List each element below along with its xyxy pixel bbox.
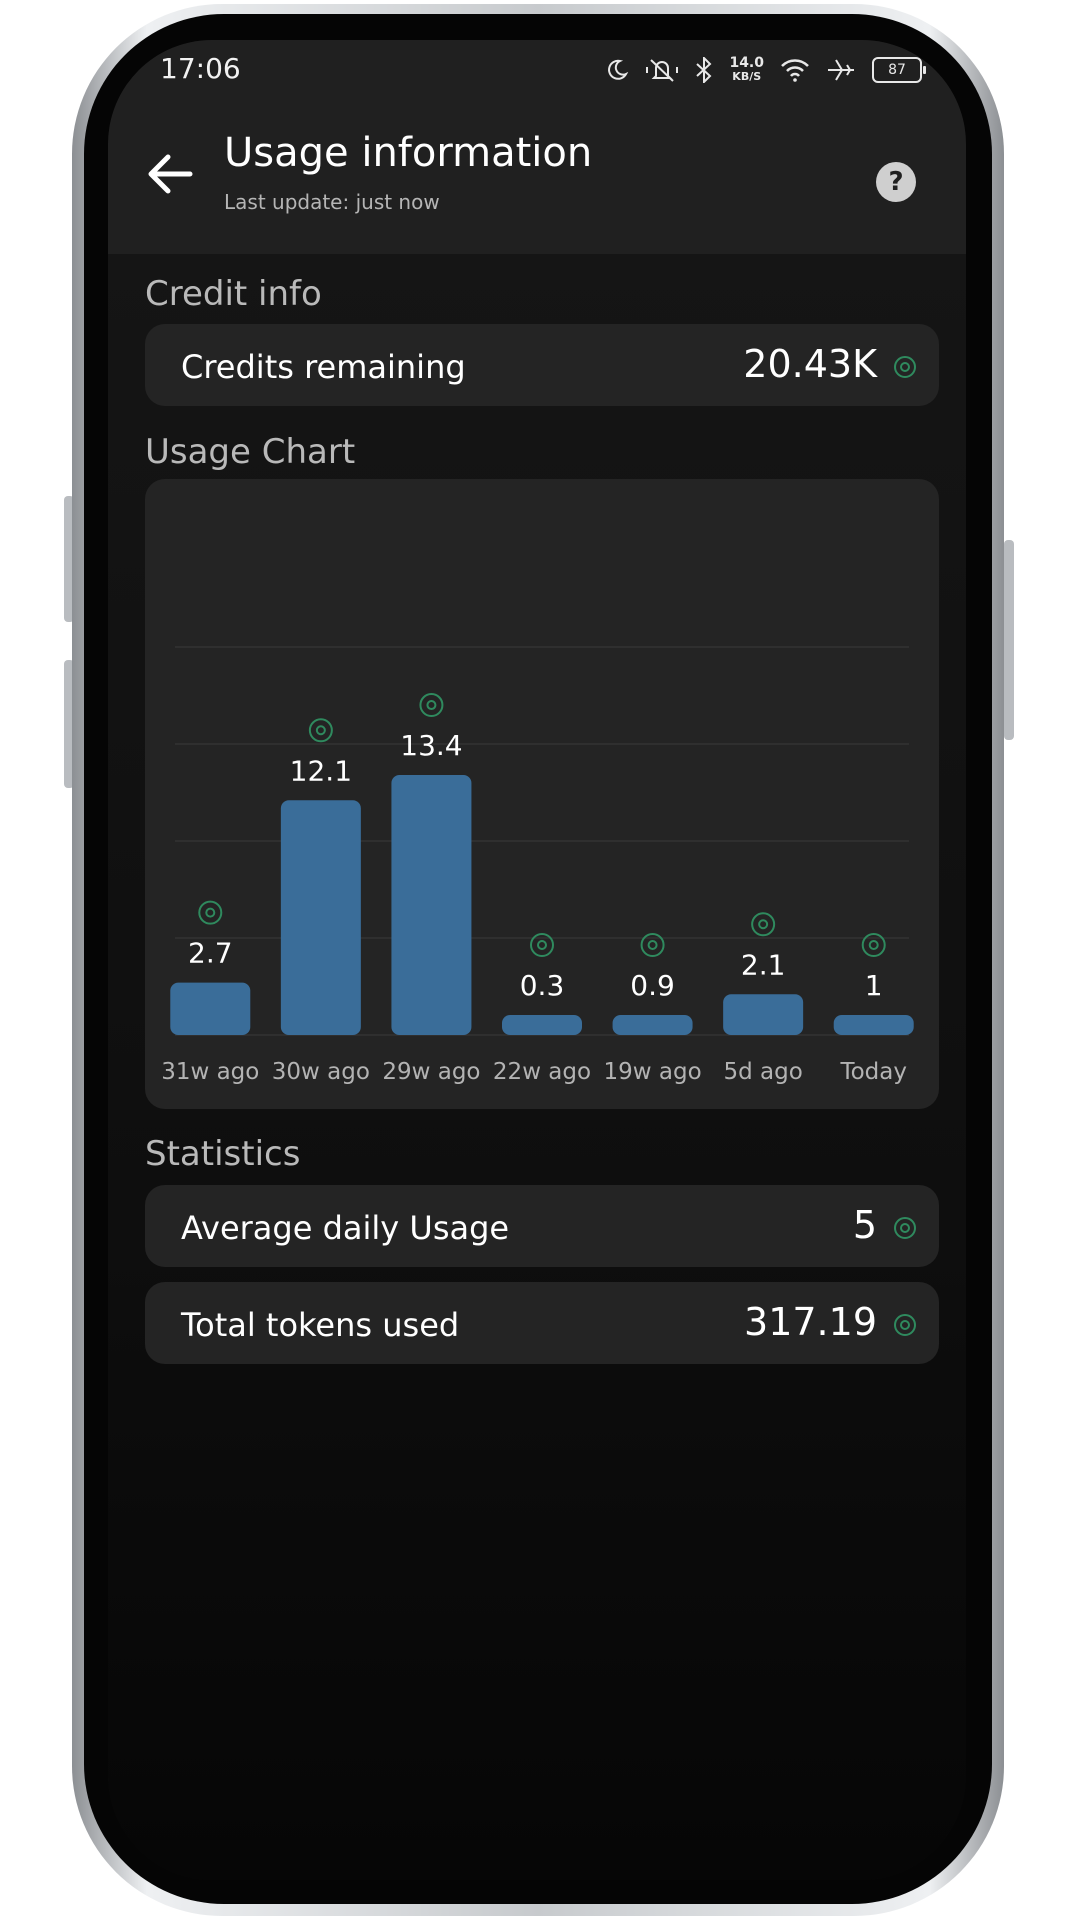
chart-bar[interactable] (833, 1015, 914, 1035)
chart-bar[interactable] (170, 982, 251, 1035)
moon-icon (608, 59, 629, 80)
chart-bar[interactable] (723, 994, 804, 1035)
credit-info-title: Credit info (145, 274, 322, 314)
chart-x-tick-label: 19w ago (603, 1059, 701, 1085)
network-speed: 14.0 KB/S (729, 56, 764, 84)
chart-x-tick-label: 31w ago (161, 1059, 259, 1085)
total-tokens-used-card: Total tokens used 317.19 (145, 1282, 939, 1364)
phone-screen: 17:06 14.0 KB/S (108, 40, 966, 1880)
network-speed-unit: KB/S (732, 70, 762, 83)
token-icon (894, 356, 916, 378)
bell-muted-icon (646, 59, 679, 82)
token-icon (308, 718, 333, 743)
average-daily-usage-label: Average daily Usage (181, 1209, 510, 1247)
phone-side-button-left-2 (64, 660, 74, 788)
phone-side-button-right (1004, 540, 1014, 740)
chart-bar[interactable] (502, 1015, 582, 1035)
network-speed-value: 14.0 (729, 55, 764, 71)
chart-bar[interactable] (280, 800, 361, 1035)
average-daily-usage-value: 5 (852, 1203, 877, 1247)
statistics-title: Statistics (145, 1134, 301, 1174)
average-daily-usage-card: Average daily Usage 5 (145, 1185, 939, 1267)
chart-value-label: 12.1 (290, 754, 352, 787)
chart-bar[interactable] (612, 1015, 693, 1035)
token-icon (640, 933, 665, 957)
token-icon (419, 693, 444, 718)
credits-remaining-value: 20.43K (743, 342, 877, 386)
battery-indicator: 87 (872, 57, 926, 83)
chart-bar[interactable] (391, 775, 472, 1035)
page-title: Usage information (224, 130, 593, 176)
arrow-left-icon (148, 154, 193, 194)
chart-x-tick-label: Today (839, 1059, 907, 1085)
airplane-icon (828, 59, 854, 81)
token-icon (894, 1314, 916, 1336)
main-content: Credit info Credits remaining 20.43K Usa… (108, 254, 966, 1880)
back-button[interactable] (142, 146, 198, 202)
chart-value-label: 2.1 (741, 948, 786, 981)
status-bar: 17:06 14.0 KB/S (108, 40, 966, 104)
wifi-icon (781, 59, 809, 82)
question-mark-icon: ? (888, 167, 904, 197)
help-button[interactable]: ? (876, 162, 916, 202)
chart-value-label: 2.7 (188, 937, 233, 970)
status-icons: 14.0 KB/S 87 (605, 52, 926, 88)
chart-x-tick-label: 22w ago (493, 1059, 591, 1085)
chart-value-label: 0.9 (630, 969, 675, 1002)
last-update-text: Last update: just now (224, 190, 440, 214)
token-icon (751, 912, 776, 937)
total-tokens-used-label: Total tokens used (181, 1306, 460, 1344)
total-tokens-used-value: 317.19 (744, 1300, 877, 1344)
app-bar: Usage information Last update: just now … (108, 104, 966, 254)
chart-value-label: 0.3 (520, 969, 565, 1002)
chart-value-label: 13.4 (400, 729, 462, 762)
credits-remaining-label: Credits remaining (181, 348, 466, 386)
chart-x-tick-label: 29w ago (382, 1059, 480, 1085)
usage-chart-card: 2.7 31w ago 12.1 30w ago 13.4 29w ago 0.3 22w a… (145, 479, 939, 1109)
bluetooth-icon (696, 57, 712, 83)
chart-x-tick-label: 30w ago (272, 1059, 370, 1085)
status-time: 17:06 (160, 52, 241, 85)
phone-side-button-left-1 (64, 496, 74, 622)
usage-chart-title: Usage Chart (145, 432, 356, 472)
token-icon (198, 900, 223, 925)
chart-value-label: 1 (865, 969, 883, 1002)
token-icon (861, 933, 886, 957)
token-icon (894, 1217, 916, 1239)
token-icon (530, 933, 554, 957)
credits-remaining-card: Credits remaining 20.43K (145, 324, 939, 406)
chart-x-tick-label: 5d ago (723, 1059, 802, 1085)
